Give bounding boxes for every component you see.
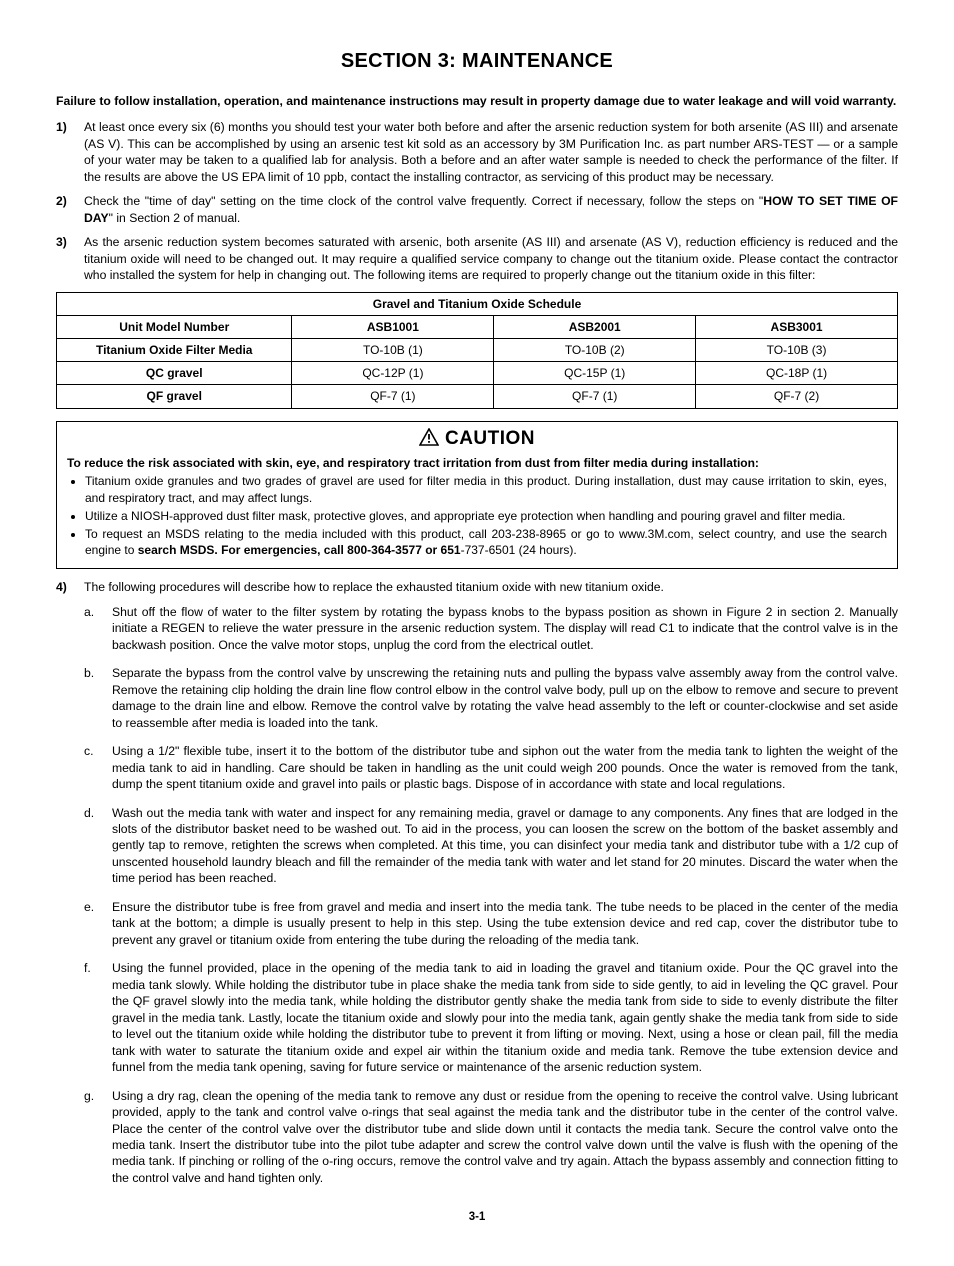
caution-bullets: Titanium oxide granules and two grades o… [67, 473, 887, 558]
list-body: Check the "time of day" setting on the t… [84, 193, 898, 226]
caution-lead: To reduce the risk associated with skin,… [67, 455, 887, 471]
list-body: The following procedures will describe h… [84, 579, 898, 595]
alpha-body: Separate the bypass from the control val… [112, 665, 898, 731]
list-item: 3) As the arsenic reduction system becom… [56, 234, 898, 283]
table-row: Titanium Oxide Filter Media TO-10B (1) T… [57, 339, 898, 362]
warning-icon [419, 428, 439, 454]
alpha-marker: b. [84, 665, 112, 731]
table-title: Gravel and Titanium Oxide Schedule [57, 292, 898, 315]
caution-body: To reduce the risk associated with skin,… [57, 455, 897, 568]
alpha-item: b. Separate the bypass from the control … [84, 665, 898, 731]
alpha-marker: d. [84, 805, 112, 887]
alpha-marker: c. [84, 743, 112, 792]
table-row: QC gravel QC-12P (1) QC-15P (1) QC-18P (… [57, 362, 898, 385]
table-row: QF gravel QF-7 (1) QF-7 (1) QF-7 (2) [57, 385, 898, 408]
caution-bullet: Utilize a NIOSH-approved dust filter mas… [85, 508, 887, 524]
caution-title: CAUTION [57, 422, 897, 456]
alpha-body: Shut off the flow of water to the filter… [112, 604, 898, 653]
table-header: ASB2001 [494, 315, 696, 338]
table-header: Unit Model Number [57, 315, 292, 338]
list-body: At least once every six (6) months you s… [84, 119, 898, 185]
caution-box: CAUTION To reduce the risk associated wi… [56, 421, 898, 570]
caution-bullet: Titanium oxide granules and two grades o… [85, 473, 887, 505]
list-item: 4) The following procedures will describ… [56, 579, 898, 595]
caution-bullet: To request an MSDS relating to the media… [85, 526, 887, 558]
list-marker: 1) [56, 119, 84, 185]
page-number: 3-1 [56, 1210, 898, 1226]
list-marker: 3) [56, 234, 84, 283]
alpha-body: Using the funnel provided, place in the … [112, 960, 898, 1075]
alpha-item: a. Shut off the flow of water to the fil… [84, 604, 898, 653]
alpha-marker: e. [84, 899, 112, 948]
list-item: 1) At least once every six (6) months yo… [56, 119, 898, 185]
alpha-body: Using a 1/2" flexible tube, insert it to… [112, 743, 898, 792]
alpha-item: e. Ensure the distributor tube is free f… [84, 899, 898, 948]
list-marker: 2) [56, 193, 84, 226]
numbered-list-4: 4) The following procedures will describ… [56, 579, 898, 595]
schedule-table: Gravel and Titanium Oxide Schedule Unit … [56, 292, 898, 409]
table-header: ASB1001 [292, 315, 494, 338]
alpha-marker: a. [84, 604, 112, 653]
alpha-body: Ensure the distributor tube is free from… [112, 899, 898, 948]
alpha-item: f. Using the funnel provided, place in t… [84, 960, 898, 1075]
section-title: SECTION 3: MAINTENANCE [56, 48, 898, 75]
alpha-marker: f. [84, 960, 112, 1075]
alpha-item: g. Using a dry rag, clean the opening of… [84, 1088, 898, 1187]
alpha-body: Wash out the media tank with water and i… [112, 805, 898, 887]
list-body: As the arsenic reduction system becomes … [84, 234, 898, 283]
numbered-list-1-3: 1) At least once every six (6) months yo… [56, 119, 898, 283]
alpha-marker: g. [84, 1088, 112, 1187]
alpha-item: c. Using a 1/2" flexible tube, insert it… [84, 743, 898, 792]
lead-warning: Failure to follow installation, operatio… [56, 93, 898, 109]
list-marker: 4) [56, 579, 84, 595]
list-item: 2) Check the "time of day" setting on th… [56, 193, 898, 226]
table-header: ASB3001 [696, 315, 898, 338]
alpha-item: d. Wash out the media tank with water an… [84, 805, 898, 887]
alpha-list: a. Shut off the flow of water to the fil… [84, 604, 898, 1187]
alpha-body: Using a dry rag, clean the opening of th… [112, 1088, 898, 1187]
